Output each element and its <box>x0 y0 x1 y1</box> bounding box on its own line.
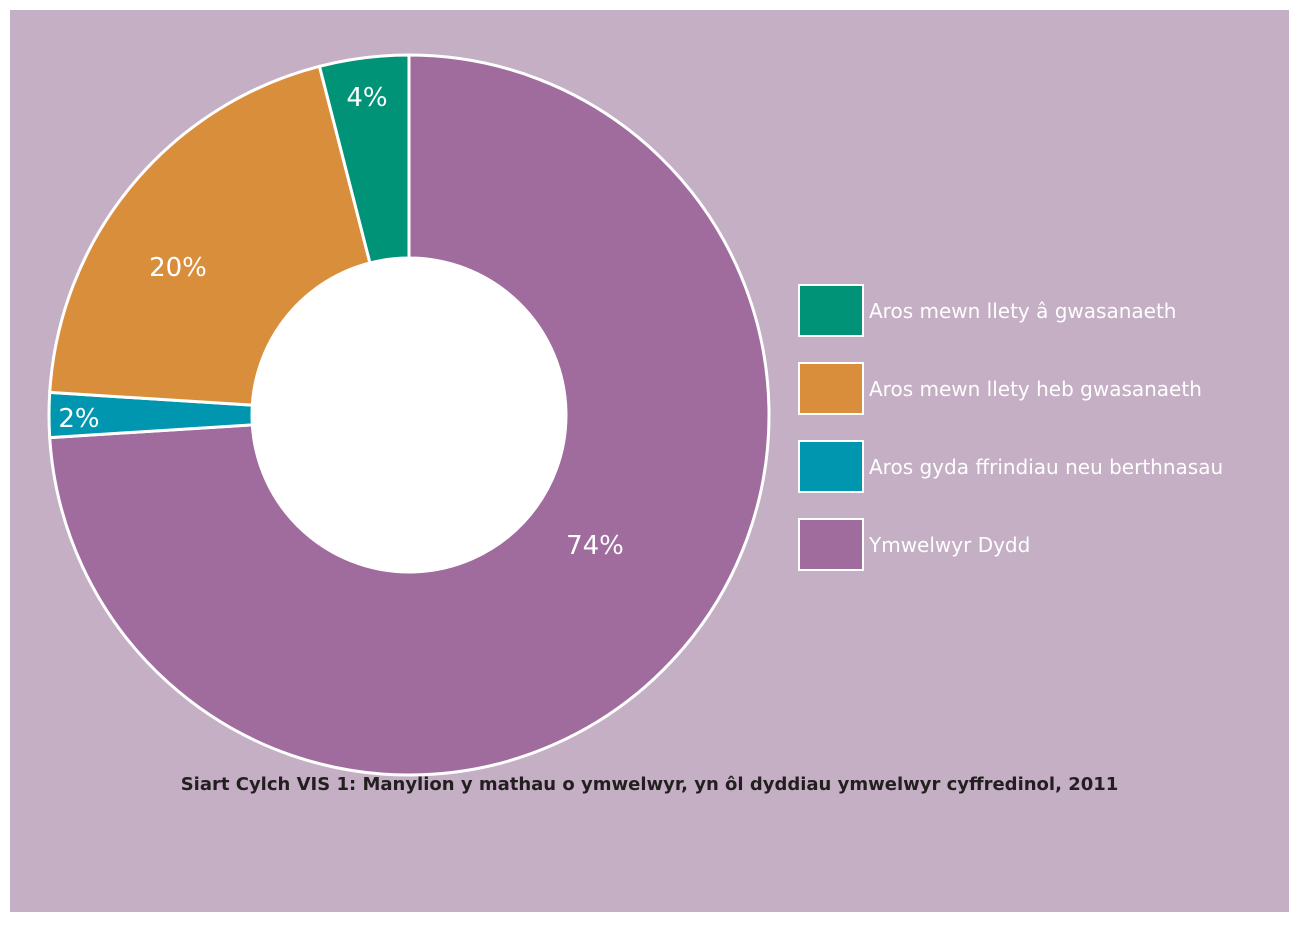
donut-chart: 74% 2% 20% 4% Aros mewn llety â gwasanaeth A… <box>47 53 1223 777</box>
slice-ymwelwyr-dydd <box>48 53 771 777</box>
legend-item-aros-mewn-llety-a-gwasanaeth: Aros mewn llety â gwasanaeth <box>798 284 1176 337</box>
donut-hole <box>253 259 565 571</box>
slice-aros-mewn-llety-a-gwasanaeth <box>317 53 411 265</box>
chart-title: Siart Cylch VIS 1: Manylion y mathau o y… <box>180 774 1119 795</box>
legend-swatch <box>798 518 864 571</box>
legend-label: Aros mewn llety â gwasanaeth <box>869 299 1176 323</box>
legend-swatch <box>798 284 864 337</box>
legend-label: Ymwelwyr Dydd <box>868 533 1030 557</box>
slice-label-aros-mewn-llety-a-gwasanaeth: 4% <box>346 83 387 113</box>
legend-item-aros-mewn-llety-heb-gwasanaeth: Aros mewn llety heb gwasanaeth <box>798 362 1202 415</box>
legend-label: Aros mewn llety heb gwasanaeth <box>869 377 1202 401</box>
slice-label-aros-gyda-ffrindiau-neu-berthnasau: 2% <box>58 404 99 434</box>
slice-aros-mewn-llety-heb-gwasanaeth <box>48 64 372 407</box>
legend-swatch <box>798 440 864 493</box>
slice-label-aros-mewn-llety-heb-gwasanaeth: 20% <box>149 253 207 283</box>
legend-swatch <box>798 362 864 415</box>
slice-label-ymwelwyr-dydd: 74% <box>566 531 624 561</box>
legend-item-aros-gyda-ffrindiau-neu-berthnasau: Aros gyda ffrindiau neu berthnasau <box>798 440 1223 493</box>
chart-panel: 74% 2% 20% 4% Aros mewn llety â gwasanaeth A… <box>10 10 1289 912</box>
legend-item-ymwelwyr-dydd: Ymwelwyr Dydd <box>798 518 1030 571</box>
legend-label: Aros gyda ffrindiau neu berthnasau <box>869 455 1223 479</box>
